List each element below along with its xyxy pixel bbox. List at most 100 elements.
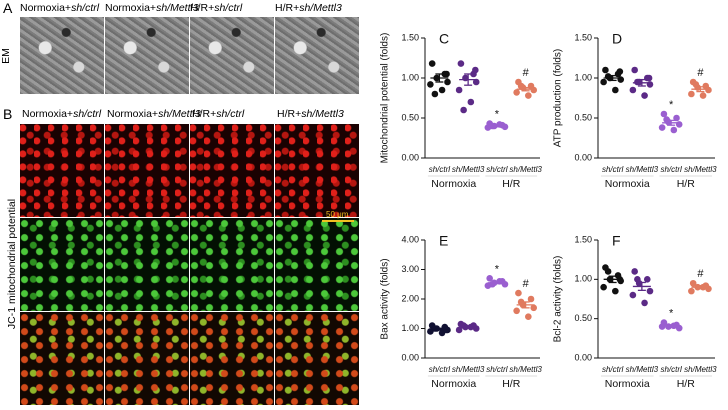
header-text: Normoxia+ [107,108,159,120]
y-tick-label: 0.50 [401,112,419,122]
header-italic: sh/ctrl [216,108,245,120]
fluor-image [275,124,360,218]
data-point [634,78,641,86]
data-point [602,66,609,74]
data-point [600,78,607,86]
y-axis-label: ATP production (folds) [553,49,564,148]
data-point [631,66,638,74]
x-tick-label: sh/ctrl [602,365,624,374]
group-label: H/R [677,378,696,390]
header-text: H/R+ [190,2,215,14]
group-label: H/R [677,178,696,190]
header-text: Normoxia+ [105,2,157,14]
header-italic: sh/ctrl [73,108,102,120]
fluor-image [105,218,190,312]
significance-marker: * [669,99,674,111]
data-point [438,86,446,94]
data-point [660,110,668,118]
group-label: H/R [502,178,521,190]
fluor-image [190,312,275,406]
significance-marker: # [697,268,704,280]
group-label: Normoxia [605,178,650,190]
significance-marker: # [697,67,704,79]
column-header: Normoxia+sh/ctrl [20,2,99,14]
significance-marker: # [523,278,530,290]
data-point [641,92,648,99]
data-point [675,324,683,332]
y-tick-label: 1.50 [574,234,592,244]
data-point [444,78,451,86]
header-italic: sh/Mettl3 [301,108,344,120]
data-point [486,275,493,282]
y-tick-label: 0.50 [574,112,592,122]
data-point [646,81,654,88]
x-tick-label: sh/Mettl3 [626,165,659,174]
data-point [673,114,680,122]
y-tick-label: 1.00 [574,72,592,82]
x-tick-label: sh/Mettl3 [509,365,542,374]
data-point [612,287,619,295]
data-point [517,82,525,90]
panel-label: E [439,233,448,249]
x-tick-label: sh/ctrl [429,365,451,374]
y-axis-label: Bcl-2 activity (folds) [553,256,564,343]
group-label: Normoxia [605,378,650,390]
data-point [515,289,522,297]
fluor-image [20,312,105,406]
x-tick-label: sh/ctrl [660,165,682,174]
fluor-image [275,312,360,406]
header-italic: sh/Mettl3 [156,2,199,14]
data-point [517,298,525,306]
data-point [513,89,520,96]
data-point [643,276,651,283]
x-tick-label: sh/ctrl [602,165,624,174]
header-italic: sh/Mettl3 [158,108,201,120]
em-image [20,17,105,94]
data-point [617,76,625,83]
data-point [525,92,532,99]
data-point [427,81,434,88]
fluor-image [105,124,190,218]
em-image [190,17,275,94]
header-italic: sh/ctrl [71,2,100,14]
column-header: H/R+sh/ctrl [190,2,242,14]
data-point [501,123,509,131]
data-point [612,86,619,94]
data-point [675,121,683,128]
data-point [692,81,700,88]
column-header: Normoxia+sh/Mettl3 [105,2,199,14]
data-point [634,276,641,283]
y-tick-label: 0.00 [401,352,419,362]
header-text: H/R+ [275,2,300,14]
data-point [455,326,463,334]
x-tick-label: sh/Mettl3 [452,365,485,374]
data-point [530,304,538,312]
data-point [604,73,612,80]
fluor-image [20,218,105,312]
data-point [646,287,654,295]
x-tick-label: sh/ctrl [660,365,682,374]
em-image [105,17,190,94]
x-tick-label: sh/ctrl [429,165,451,174]
y-tick-label: 3.00 [401,264,419,274]
column-header: H/R+sh/ctrl [192,108,244,120]
data-point [616,68,624,75]
scale-bar [322,220,354,222]
x-tick-label: sh/Mettl3 [452,165,485,174]
x-tick-label: sh/Mettl3 [509,165,542,174]
data-point [645,74,653,82]
data-point [472,78,480,86]
data-point [443,326,450,334]
y-axis-label: Bax activity (folds) [380,258,391,339]
data-point [663,116,670,123]
y-tick-label: 0.00 [574,352,592,362]
data-point [604,268,612,275]
data-point [428,60,436,67]
header-italic: sh/ctrl [214,2,243,14]
y-tick-label: 0.50 [574,313,592,323]
panel-label: B [3,106,13,122]
y-tick-label: 1.00 [401,72,419,82]
fluor-image [190,218,275,312]
y-tick-label: 1.50 [574,32,592,42]
